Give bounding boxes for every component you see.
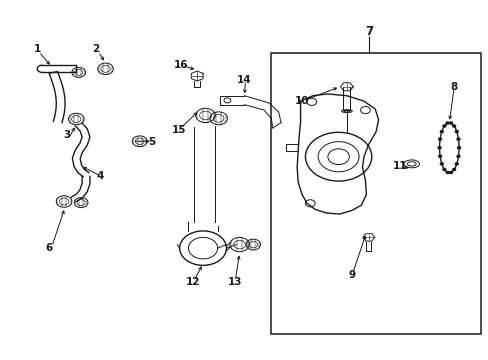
Text: 5: 5 — [148, 138, 155, 147]
Circle shape — [454, 163, 457, 165]
Text: 9: 9 — [347, 270, 355, 280]
Text: 4: 4 — [97, 171, 104, 181]
Text: 1: 1 — [34, 44, 41, 54]
Text: 10: 10 — [294, 96, 308, 106]
Circle shape — [445, 122, 448, 124]
Circle shape — [438, 138, 441, 140]
Text: 13: 13 — [227, 277, 242, 287]
Circle shape — [440, 163, 443, 165]
Circle shape — [454, 131, 457, 133]
Circle shape — [442, 168, 445, 171]
Circle shape — [452, 125, 455, 127]
Circle shape — [440, 131, 443, 133]
Text: 7: 7 — [364, 25, 372, 38]
Circle shape — [457, 147, 460, 149]
Circle shape — [448, 122, 451, 124]
Circle shape — [452, 168, 455, 171]
Text: 15: 15 — [171, 125, 185, 135]
Text: 12: 12 — [185, 277, 200, 287]
Circle shape — [448, 171, 451, 174]
Text: 3: 3 — [63, 130, 70, 140]
Circle shape — [456, 155, 459, 157]
Text: 6: 6 — [46, 243, 53, 253]
Bar — [271, 53, 480, 334]
Circle shape — [442, 125, 445, 127]
Text: 14: 14 — [237, 75, 251, 85]
Circle shape — [445, 171, 448, 174]
Circle shape — [456, 138, 459, 140]
Circle shape — [437, 147, 440, 149]
Text: 2: 2 — [92, 44, 99, 54]
Text: 16: 16 — [174, 60, 188, 70]
Circle shape — [438, 155, 441, 157]
Text: 11: 11 — [392, 161, 407, 171]
Text: 8: 8 — [449, 82, 457, 92]
